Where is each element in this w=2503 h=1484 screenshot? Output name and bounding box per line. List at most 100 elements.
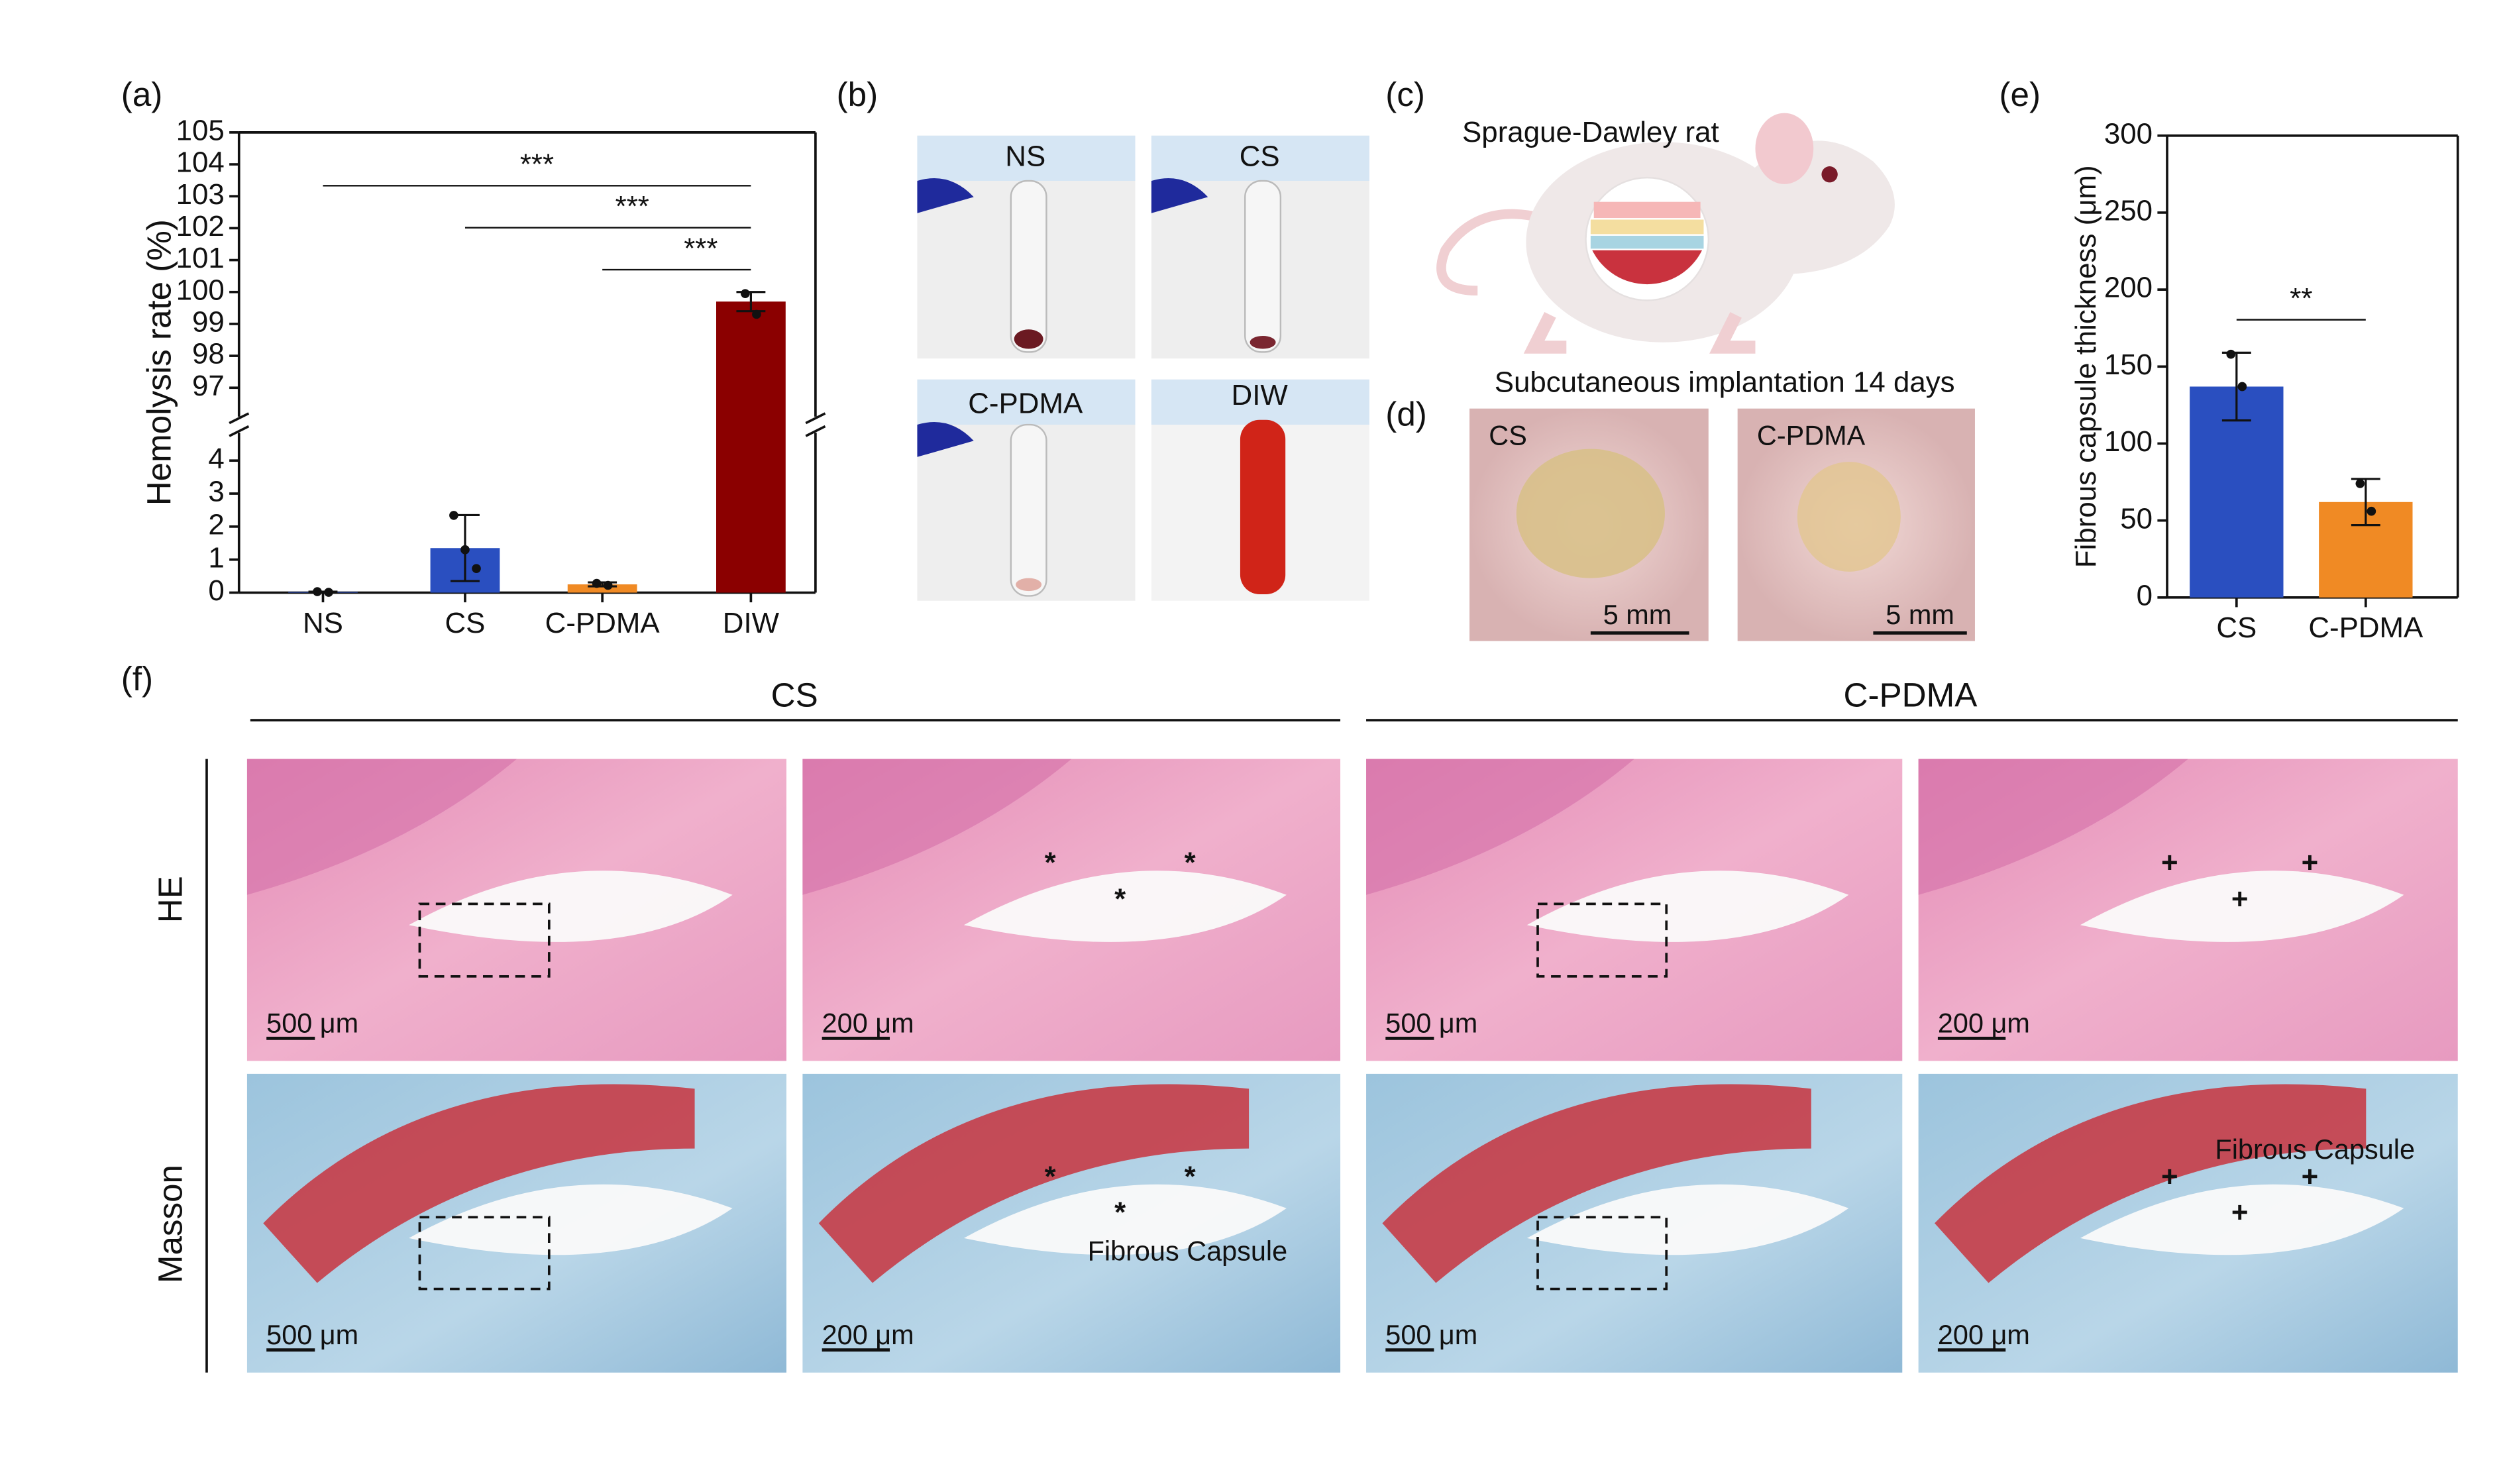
tissue-mark: + xyxy=(2302,1160,2319,1192)
y-tick-label: 1 xyxy=(208,541,224,574)
panel-label: (b) xyxy=(837,76,879,113)
panel-label: (a) xyxy=(121,76,163,113)
implant-photo xyxy=(1469,408,1709,641)
tube-photo xyxy=(1151,379,1369,601)
zoom-box xyxy=(418,902,551,978)
group-label: C-PDMA xyxy=(1844,676,1978,714)
scale-label: 200 μm xyxy=(822,1319,914,1350)
implant-cavity xyxy=(2080,1184,2404,1255)
y-tick-label: 104 xyxy=(176,146,225,179)
y-tick-label: 0 xyxy=(2137,579,2153,611)
tube-photos: NS CS C-PDMA DIW xyxy=(917,135,1369,601)
y-tick-label: 97 xyxy=(192,370,225,402)
tissue-mark: + xyxy=(2231,882,2249,915)
bar xyxy=(716,301,786,593)
tube-photo xyxy=(1151,135,1369,359)
significance-label: ** xyxy=(2290,282,2312,315)
implant-cavity xyxy=(963,1184,1287,1255)
implant-photo xyxy=(1737,408,1975,641)
annotation: Fibrous Capsule xyxy=(2215,1134,2415,1165)
muscle-tissue xyxy=(263,1084,695,1283)
tissue-mark: + xyxy=(2231,1196,2249,1228)
muscle-tissue xyxy=(246,759,517,895)
tissue-mark: * xyxy=(1114,1196,1126,1228)
group-label: CS xyxy=(771,676,818,714)
tissue-mark: * xyxy=(1114,882,1126,915)
data-point xyxy=(752,309,761,319)
panel-label: (f) xyxy=(121,660,153,698)
bar xyxy=(2190,386,2284,598)
y-axis-label: Hemolysis rate (%) xyxy=(140,219,178,505)
histology-image: 500 μm xyxy=(246,759,787,1061)
caption: Subcutaneous implantation 14 days xyxy=(1495,366,1955,399)
panel-label: (e) xyxy=(1999,76,2041,113)
y-tick-label: 150 xyxy=(2104,348,2153,381)
histology-image: 200 μm * * * xyxy=(802,759,1341,1061)
y-axis-label: Fibrous capsule thickness (μm) xyxy=(2070,165,2102,568)
panel-label: (c) xyxy=(1385,76,1425,113)
scale-label: 500 μm xyxy=(266,1008,358,1039)
muscle-tissue xyxy=(802,759,1072,895)
photo-label: CS xyxy=(1489,419,1527,450)
y-tick-label: 250 xyxy=(2104,195,2153,227)
data-point xyxy=(2367,506,2376,516)
implant-cavity xyxy=(409,1184,733,1255)
scale-label: 5 mm xyxy=(1886,599,1954,630)
muscle-tissue xyxy=(1382,1084,1811,1283)
y-tick-label: 300 xyxy=(2104,117,2153,150)
y-tick-label: 3 xyxy=(208,476,224,508)
scale-label: 200 μm xyxy=(822,1008,914,1039)
y-tick-label: 200 xyxy=(2104,272,2153,304)
histology-image: 200 μm + + + xyxy=(1918,759,2458,1061)
muscle-tissue xyxy=(1366,759,1634,895)
tube-label: C-PDMA xyxy=(968,387,1083,419)
y-tick-label: 105 xyxy=(176,114,225,146)
tissue-mark: + xyxy=(2161,1160,2178,1192)
histology-image: 500 μm xyxy=(1366,1073,1903,1373)
muscle-tissue xyxy=(1935,1084,2367,1283)
y-tick-label: 2 xyxy=(208,508,224,541)
tube-photo xyxy=(917,135,1136,359)
y-tick-label: 100 xyxy=(2104,425,2153,458)
zoom-box xyxy=(1536,902,1668,978)
tube-label: CS xyxy=(1240,140,1280,172)
y-tick-label: 98 xyxy=(192,338,225,370)
x-tick-label: CS xyxy=(2216,611,2257,644)
y-tick-label: 103 xyxy=(176,178,225,211)
data-point xyxy=(592,578,602,588)
error-bar xyxy=(2351,478,2380,527)
data-point xyxy=(603,580,613,590)
y-tick-label: 101 xyxy=(176,242,225,274)
tissue-mark: * xyxy=(1185,1160,1197,1192)
x-tick-label: CS xyxy=(445,607,486,639)
scale-label: 500 μm xyxy=(1385,1008,1477,1039)
data-point xyxy=(2237,382,2247,392)
bar xyxy=(567,584,637,593)
tissue-mark: * xyxy=(1185,847,1197,879)
data-point xyxy=(472,564,481,573)
scale-label: 200 μm xyxy=(1938,1319,2030,1350)
implant-cavity xyxy=(1526,1184,1849,1255)
implant-cavity xyxy=(2080,871,2404,942)
stain-label: Masson xyxy=(151,1165,189,1283)
data-point xyxy=(449,511,458,520)
stain-label: HE xyxy=(151,876,189,923)
y-tick-label: 100 xyxy=(176,274,225,306)
x-tick-label: C-PDMA xyxy=(545,607,661,639)
y-tick-label: 0 xyxy=(208,574,224,607)
implant-cavity xyxy=(409,871,733,942)
tissue-mark: * xyxy=(1045,847,1057,879)
muscle-tissue xyxy=(818,1084,1250,1283)
data-point xyxy=(324,588,333,597)
tissue-mark: + xyxy=(2161,847,2178,879)
data-point xyxy=(741,289,750,298)
scale-label: 500 μm xyxy=(1385,1319,1477,1350)
tube-label: NS xyxy=(1005,140,1045,172)
histology-image: 500 μm xyxy=(1366,759,1903,1061)
scale-label: 5 mm xyxy=(1603,599,1672,630)
x-tick-label: NS xyxy=(303,607,343,639)
panel-label: (d) xyxy=(1385,395,1427,433)
